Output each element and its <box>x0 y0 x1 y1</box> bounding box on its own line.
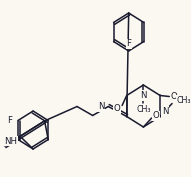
Text: O: O <box>113 104 120 113</box>
Text: CH₃: CH₃ <box>136 104 151 113</box>
Text: N: N <box>98 102 105 111</box>
Text: F: F <box>126 39 131 48</box>
Text: NH: NH <box>4 137 17 146</box>
Text: N: N <box>162 107 168 116</box>
Text: O: O <box>153 112 160 121</box>
Text: N: N <box>140 91 147 100</box>
Text: F: F <box>7 116 12 125</box>
Text: CH₃: CH₃ <box>177 96 191 105</box>
Text: O: O <box>171 92 177 101</box>
